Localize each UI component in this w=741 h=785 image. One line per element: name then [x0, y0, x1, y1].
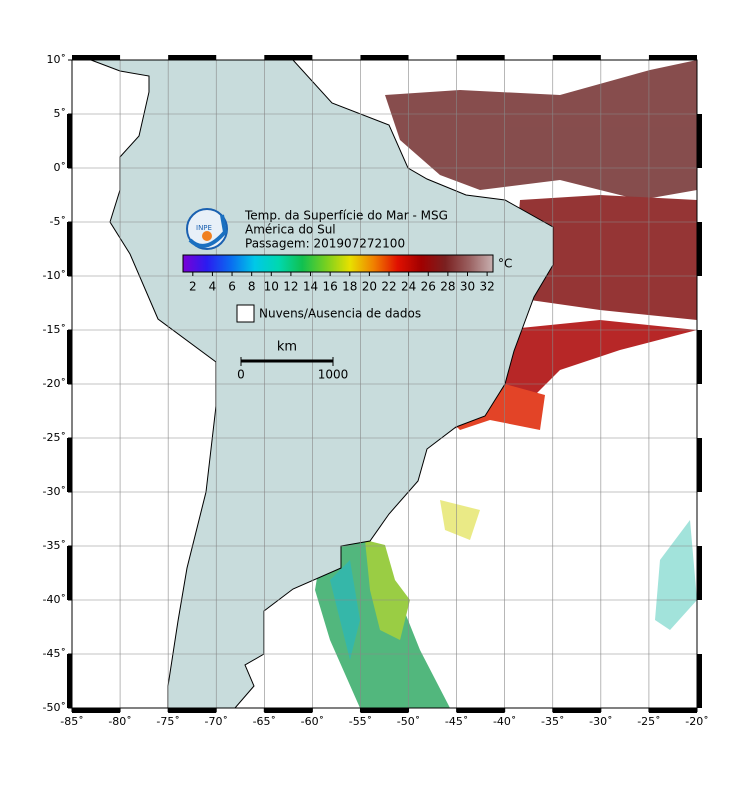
frame-band — [456, 55, 505, 60]
frame-band — [456, 708, 505, 713]
frame-band — [697, 330, 702, 384]
title-line: Passagem: 201907272100 — [245, 237, 405, 251]
frame-band — [264, 55, 313, 60]
x-tick-label: -70˚ — [204, 715, 227, 728]
colorbar — [182, 254, 494, 273]
frame-band — [697, 546, 702, 600]
svg-text:INPE: INPE — [196, 224, 212, 232]
x-tick-label: -40˚ — [493, 715, 516, 728]
colorbar-tick-label: 14 — [303, 280, 318, 294]
colorbar-unit: °C — [498, 257, 512, 271]
frame-band — [697, 438, 702, 492]
frame-band — [648, 55, 697, 60]
title-line: Temp. da Superfície do Mar - MSG — [244, 209, 448, 223]
frame-band — [168, 708, 217, 713]
frame-band — [168, 55, 217, 60]
scale-unit: km — [277, 340, 297, 355]
frame — [71, 59, 698, 709]
frame-band — [67, 222, 72, 276]
y-tick-label: 10˚ — [47, 53, 67, 66]
y-tick-label: -30˚ — [43, 485, 66, 498]
legend-label: Nuvens/Ausencia de dados — [259, 307, 421, 321]
frame-band — [360, 55, 409, 60]
frame-band — [552, 55, 601, 60]
x-tick-label: -80˚ — [108, 715, 131, 728]
colorbar-tick-label: 8 — [248, 280, 256, 294]
colorbar-tick-label: 28 — [440, 280, 455, 294]
frame-band — [67, 546, 72, 600]
frame-band — [67, 330, 72, 384]
y-tick-label: -20˚ — [43, 377, 66, 390]
colorbar-tick-label: 26 — [421, 280, 436, 294]
frame-band — [648, 708, 697, 713]
legend-swatch — [236, 304, 255, 323]
sst-field — [315, 60, 697, 708]
colorbar-tick-label: 22 — [381, 280, 396, 294]
y-tick-label: 0˚ — [54, 161, 67, 174]
x-tick-label: -25˚ — [637, 715, 660, 728]
colorbar-tick-label: 32 — [479, 280, 494, 294]
logo: INPE — [186, 208, 228, 250]
x-tick-label: -60˚ — [301, 715, 324, 728]
frame-band — [67, 654, 72, 708]
x-tick-label: -50˚ — [397, 715, 420, 728]
frame-band — [697, 114, 702, 168]
frame-band — [697, 654, 702, 708]
x-tick-label: -20˚ — [685, 715, 708, 728]
colorbar-tick-label: 2 — [189, 280, 197, 294]
x-tick-label: -45˚ — [445, 715, 468, 728]
colorbar-tick-label: 12 — [283, 280, 298, 294]
scale-label: 1000 — [318, 368, 349, 382]
colorbar-tick-label: 30 — [460, 280, 475, 294]
scale-label: 0 — [237, 368, 245, 382]
x-tick-label: -65˚ — [253, 715, 276, 728]
y-tick-label: -15˚ — [43, 323, 66, 336]
y-tick-label: -50˚ — [43, 701, 66, 714]
colorbar-tick-label: 16 — [323, 280, 338, 294]
frame-band — [67, 438, 72, 492]
y-tick-label: -5˚ — [50, 215, 66, 228]
frame-band — [697, 222, 702, 276]
x-tick-label: -35˚ — [541, 715, 564, 728]
frame-band — [552, 708, 601, 713]
frame-band — [72, 708, 121, 713]
x-tick-label: -75˚ — [156, 715, 179, 728]
colorbar-tick-label: 4 — [209, 280, 217, 294]
y-tick-label: -25˚ — [43, 431, 66, 444]
colorbar-tick-label: 18 — [342, 280, 357, 294]
y-tick-label: -40˚ — [43, 593, 66, 606]
y-tick-label: -35˚ — [43, 539, 66, 552]
x-tick-label: -55˚ — [349, 715, 372, 728]
x-tick-label: -85˚ — [60, 715, 83, 728]
colorbar-tick-label: 24 — [401, 280, 416, 294]
frame-band — [67, 114, 72, 168]
colorbar-tick-label: 20 — [362, 280, 377, 294]
frame-band — [72, 55, 121, 60]
frame-band — [264, 708, 313, 713]
colorbar-tick-label: 10 — [264, 280, 279, 294]
title-line: América do Sul — [245, 223, 336, 237]
y-tick-label: -45˚ — [43, 647, 66, 660]
colorbar-tick-label: 6 — [228, 280, 236, 294]
x-tick-label: -30˚ — [589, 715, 612, 728]
frame-band — [360, 708, 409, 713]
y-tick-label: 5˚ — [54, 107, 67, 120]
y-tick-label: -10˚ — [43, 269, 66, 282]
